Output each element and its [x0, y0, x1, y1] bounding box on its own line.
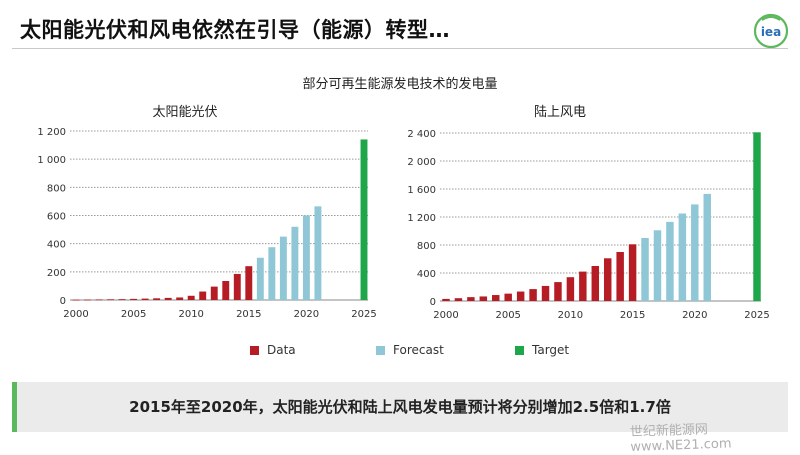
bar-data-2014 — [233, 273, 241, 300]
x-tick-label: 2010 — [178, 309, 203, 320]
legend-item-data: Data — [250, 343, 296, 357]
x-tick-label: 2020 — [682, 310, 707, 321]
y-tick-label: 2 400 — [407, 129, 436, 140]
y-tick-label: 600 — [47, 212, 66, 223]
bar-data-2009 — [554, 282, 562, 301]
bar-data-2001 — [84, 299, 91, 301]
bar-data-2014 — [616, 252, 624, 301]
y-tick-label: 1 200 — [407, 213, 436, 224]
bar-target-2025 — [360, 139, 368, 300]
bar-data-2006 — [141, 298, 149, 300]
bar-data-2001 — [454, 298, 463, 301]
header-divider — [12, 48, 788, 49]
legend-label: Forecast — [393, 343, 444, 357]
bar-data-2015 — [628, 244, 637, 301]
legend-swatch — [250, 345, 259, 355]
legend-item-target: Target — [515, 343, 569, 357]
bar-data-2000 — [442, 298, 450, 301]
page-title: 太阳能光伏和风电依然在引导（能源）转型… — [20, 18, 450, 42]
bar-forecast-2018 — [666, 221, 674, 301]
bar-forecast-2016 — [256, 257, 264, 300]
bar-data-2007 — [529, 289, 537, 301]
logo-text: iea — [761, 25, 781, 39]
x-tick-label: 2015 — [620, 310, 645, 321]
legend-item-forecast: Forecast — [376, 343, 444, 357]
bar-data-2012 — [210, 286, 218, 300]
bar-forecast-2016 — [641, 238, 649, 301]
summary-box: 2015年至2020年，太阳能光伏和陆上风电发电量预计将分别增加2.5倍和1.7… — [12, 382, 788, 432]
legend-label: Target — [532, 343, 570, 357]
y-tick-label: 200 — [47, 268, 66, 279]
bar-data-2007 — [153, 298, 161, 300]
iea-logo: iea — [753, 13, 789, 49]
bar-data-2012 — [591, 266, 600, 301]
figure-subtitle: 部分可再生能源发电技术的发电量 — [302, 77, 498, 92]
bar-data-2009 — [176, 297, 184, 300]
x-tick-label: 2025 — [744, 310, 769, 321]
bar-data-2008 — [541, 285, 550, 301]
x-tick-label: 2015 — [236, 309, 261, 320]
legend-swatch — [376, 345, 385, 355]
bar-data-2010 — [187, 295, 195, 300]
bar-data-2000 — [72, 299, 80, 301]
x-tick-label: 2005 — [121, 309, 146, 320]
chart-title-1: 陆上风电 — [534, 104, 586, 120]
legend-swatch — [515, 345, 524, 355]
x-tick-label: 2000 — [433, 310, 458, 321]
bar-data-2005 — [130, 298, 138, 300]
bar-data-2013 — [603, 258, 612, 301]
bar-data-2004 — [118, 299, 126, 300]
legend-label: Data — [267, 343, 296, 357]
chart-legend: Data Forecast Target — [0, 343, 800, 359]
bar-forecast-2019 — [678, 213, 687, 301]
bar-data-2003 — [479, 296, 488, 301]
bar-data-2003 — [107, 299, 115, 301]
bar-data-2005 — [504, 293, 512, 301]
bar-data-2008 — [164, 297, 172, 300]
y-tick-label: 0 — [60, 296, 66, 307]
x-tick-label: 2025 — [351, 309, 376, 320]
bar-data-2006 — [516, 291, 525, 301]
x-tick-label: 2010 — [558, 310, 583, 321]
y-tick-label: 1 000 — [37, 155, 66, 166]
y-tick-label: 2 000 — [407, 157, 436, 168]
bar-forecast-2021 — [703, 193, 711, 301]
summary-accent-bar — [12, 382, 17, 432]
y-tick-label: 0 — [430, 297, 436, 308]
bar-data-2011 — [199, 291, 207, 300]
bar-forecast-2018 — [279, 236, 287, 300]
y-tick-label: 1 600 — [407, 185, 436, 196]
y-tick-label: 800 — [417, 241, 436, 252]
bar-data-2010 — [566, 277, 575, 301]
y-tick-label: 400 — [417, 269, 436, 280]
bar-data-2015 — [245, 266, 253, 300]
bar-target-2025 — [753, 132, 761, 301]
y-tick-label: 1 200 — [37, 127, 66, 138]
bar-data-2013 — [222, 280, 230, 300]
bar-forecast-2019 — [291, 226, 299, 300]
x-tick-label: 2005 — [495, 310, 520, 321]
chart-title-0: 太阳能光伏 — [152, 105, 217, 120]
bar-data-2002 — [467, 297, 475, 301]
y-tick-label: 800 — [47, 183, 66, 194]
x-tick-label: 2020 — [294, 309, 319, 320]
bar-forecast-2017 — [653, 230, 662, 301]
bar-data-2011 — [579, 271, 587, 301]
bar-forecast-2020 — [691, 204, 699, 301]
bar-forecast-2021 — [314, 206, 322, 300]
x-tick-label: 2000 — [63, 309, 88, 320]
bar-forecast-2017 — [268, 247, 276, 300]
bar-data-2004 — [492, 295, 500, 301]
bar-data-2002 — [95, 299, 103, 301]
watermark: 世纪新能源网 www.NE21.com — [629, 422, 732, 455]
bar-forecast-2020 — [302, 215, 310, 300]
summary-text: 2015年至2020年，太阳能光伏和陆上风电发电量预计将分别增加2.5倍和1.7… — [129, 398, 671, 416]
y-tick-label: 400 — [47, 240, 66, 251]
